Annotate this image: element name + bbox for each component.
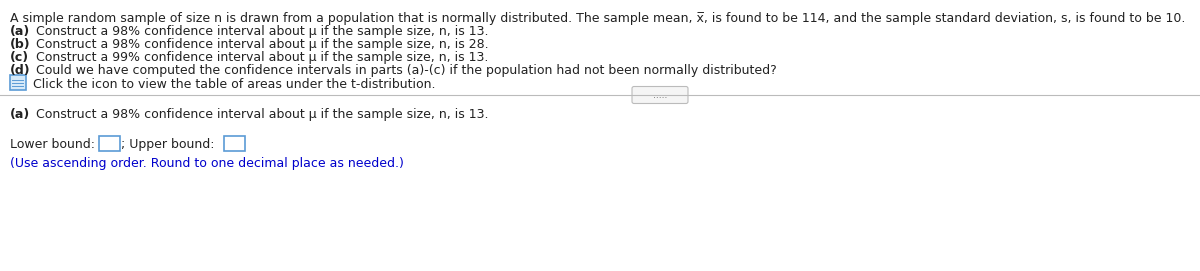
FancyBboxPatch shape — [632, 86, 688, 104]
Text: Click the icon to view the table of areas under the t-distribution.: Click the icon to view the table of area… — [29, 78, 436, 91]
Text: .....: ..... — [653, 91, 667, 99]
Text: (a): (a) — [10, 108, 30, 121]
FancyBboxPatch shape — [224, 136, 245, 150]
Text: (a): (a) — [10, 25, 30, 38]
Text: Construct a 98% confidence interval about μ if the sample size, n, is 13.: Construct a 98% confidence interval abou… — [32, 25, 490, 38]
Text: (b): (b) — [10, 38, 31, 51]
Text: (Use ascending order. Round to one decimal place as needed.): (Use ascending order. Round to one decim… — [10, 157, 404, 170]
Text: ; Upper bound:: ; Upper bound: — [121, 138, 218, 151]
Text: A simple random sample of size n is drawn from a population that is normally dis: A simple random sample of size n is draw… — [10, 12, 1186, 25]
Text: Could we have computed the confidence intervals in parts (a)-(c) if the populati: Could we have computed the confidence in… — [32, 64, 778, 77]
Text: Construct a 98% confidence interval about μ if the sample size, n, is 28.: Construct a 98% confidence interval abou… — [32, 38, 490, 51]
FancyBboxPatch shape — [10, 75, 25, 89]
Text: (d): (d) — [10, 64, 31, 77]
Text: (c): (c) — [10, 51, 29, 64]
Text: Construct a 98% confidence interval about μ if the sample size, n, is 13.: Construct a 98% confidence interval abou… — [32, 108, 490, 121]
FancyBboxPatch shape — [98, 136, 120, 150]
Text: Construct a 99% confidence interval about μ if the sample size, n, is 13.: Construct a 99% confidence interval abou… — [32, 51, 488, 64]
Text: Lower bound:: Lower bound: — [10, 138, 98, 151]
